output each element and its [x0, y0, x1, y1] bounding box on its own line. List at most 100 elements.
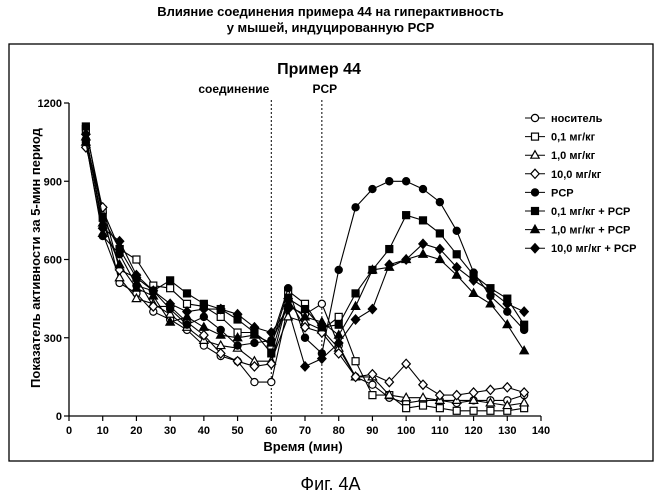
data-point: [301, 334, 308, 341]
data-point: [420, 402, 427, 409]
data-point: [369, 392, 376, 399]
data-point: [436, 230, 443, 237]
chart-title: Пример 44: [277, 61, 361, 78]
data-point: [268, 378, 275, 385]
legend-marker: [531, 114, 538, 121]
data-point: [419, 185, 426, 192]
data-point: [369, 381, 376, 388]
legend-label: 1,0 мг/кг + PCP: [551, 225, 630, 237]
legend-label: PCP: [551, 187, 574, 199]
legend-label: носитель: [551, 113, 603, 125]
legend-item: 1,0 мг/кг: [525, 150, 596, 162]
legend-item: 10,0 мг/кг: [525, 169, 602, 181]
activity-line-chart: Пример 44 Показатель активности за 5-мин…: [0, 0, 661, 470]
data-point: [251, 378, 258, 385]
data-point: [420, 217, 427, 224]
data-point: [167, 285, 174, 292]
data-point: [183, 321, 190, 328]
data-point: [419, 393, 427, 401]
y-tick-label: 1200: [38, 98, 62, 110]
data-point: [133, 256, 140, 263]
data-point: [351, 302, 359, 310]
annotation-compound-label: соединение: [198, 82, 269, 96]
data-point: [520, 398, 528, 406]
data-point: [184, 290, 191, 297]
legend-marker: [531, 189, 538, 196]
legend-item: 1,0 мг/кг + PCP: [525, 225, 630, 237]
data-point: [487, 407, 494, 414]
legend-item: носитель: [525, 113, 603, 125]
x-tick-label: 120: [464, 425, 482, 437]
annotation-pcp-label: PCP: [313, 82, 338, 96]
data-point: [453, 251, 460, 258]
y-tick-label: 900: [44, 176, 62, 188]
data-point: [200, 323, 208, 331]
data-point: [520, 307, 528, 316]
data-point: [486, 299, 494, 307]
data-point: [403, 178, 410, 185]
legend-marker: [532, 133, 539, 140]
x-axis-label: Время (мин): [263, 439, 342, 454]
data-point: [453, 391, 461, 400]
x-tick-label: 30: [164, 425, 176, 437]
x-tick-label: 100: [397, 425, 415, 437]
data-point: [403, 212, 410, 219]
legend-item: 10,0 мг/кг + PCP: [525, 243, 636, 255]
data-point: [436, 405, 443, 412]
legend-marker: [532, 208, 539, 215]
series-line: [86, 147, 524, 395]
data-point: [251, 339, 258, 346]
x-tick-label: 10: [97, 425, 109, 437]
legend-marker: [531, 151, 539, 159]
data-point: [453, 407, 460, 414]
y-tick-label: 300: [44, 333, 62, 345]
data-point: [318, 300, 325, 307]
data-point: [386, 246, 393, 253]
y-tick-label: 0: [56, 411, 62, 423]
legend-item: PCP: [525, 187, 574, 199]
y-axis-label: Показатель активности за 5-мин период: [28, 127, 43, 388]
data-point: [419, 250, 427, 257]
x-tick-label: 60: [265, 425, 277, 437]
data-point: [520, 346, 528, 354]
data-point: [335, 331, 343, 339]
legend-label: 0,1 мг/кг + PCP: [551, 206, 630, 218]
data-point: [521, 321, 528, 328]
data-point: [436, 199, 443, 206]
x-tick-label: 70: [299, 425, 311, 437]
legend-label: 0,1 мг/кг: [551, 132, 596, 144]
legend-item: 0,1 мг/кг: [525, 132, 596, 144]
x-tick-label: 40: [198, 425, 210, 437]
data-point: [352, 204, 359, 211]
data-point: [285, 285, 292, 292]
data-point: [268, 350, 275, 357]
data-point: [183, 307, 191, 316]
figure-caption: Фиг. 4А: [0, 474, 661, 495]
y-tick-label: 600: [44, 255, 62, 267]
legend-label: 10,0 мг/кг: [551, 169, 602, 181]
data-point: [234, 342, 241, 349]
data-point: [335, 321, 342, 328]
legend-marker: [531, 169, 539, 178]
legend-label: 1,0 мг/кг: [551, 150, 596, 162]
data-point: [335, 266, 342, 273]
x-tick-label: 110: [431, 425, 449, 437]
x-tick-label: 140: [532, 425, 550, 437]
data-point: [368, 304, 376, 313]
data-point: [369, 185, 376, 192]
legend-label: 10,0 мг/кг + PCP: [551, 243, 636, 255]
x-tick-label: 90: [366, 425, 378, 437]
data-point: [403, 405, 410, 412]
data-point: [470, 407, 477, 414]
data-point: [301, 362, 309, 371]
data-point: [352, 358, 359, 365]
data-point: [503, 383, 511, 392]
x-tick-label: 20: [130, 425, 142, 437]
legend-marker: [531, 225, 539, 233]
x-tick-label: 0: [66, 425, 72, 437]
data-point: [453, 227, 460, 234]
data-point: [469, 388, 477, 397]
data-point: [486, 385, 494, 394]
x-tick-label: 50: [231, 425, 243, 437]
legend-marker: [531, 244, 539, 253]
